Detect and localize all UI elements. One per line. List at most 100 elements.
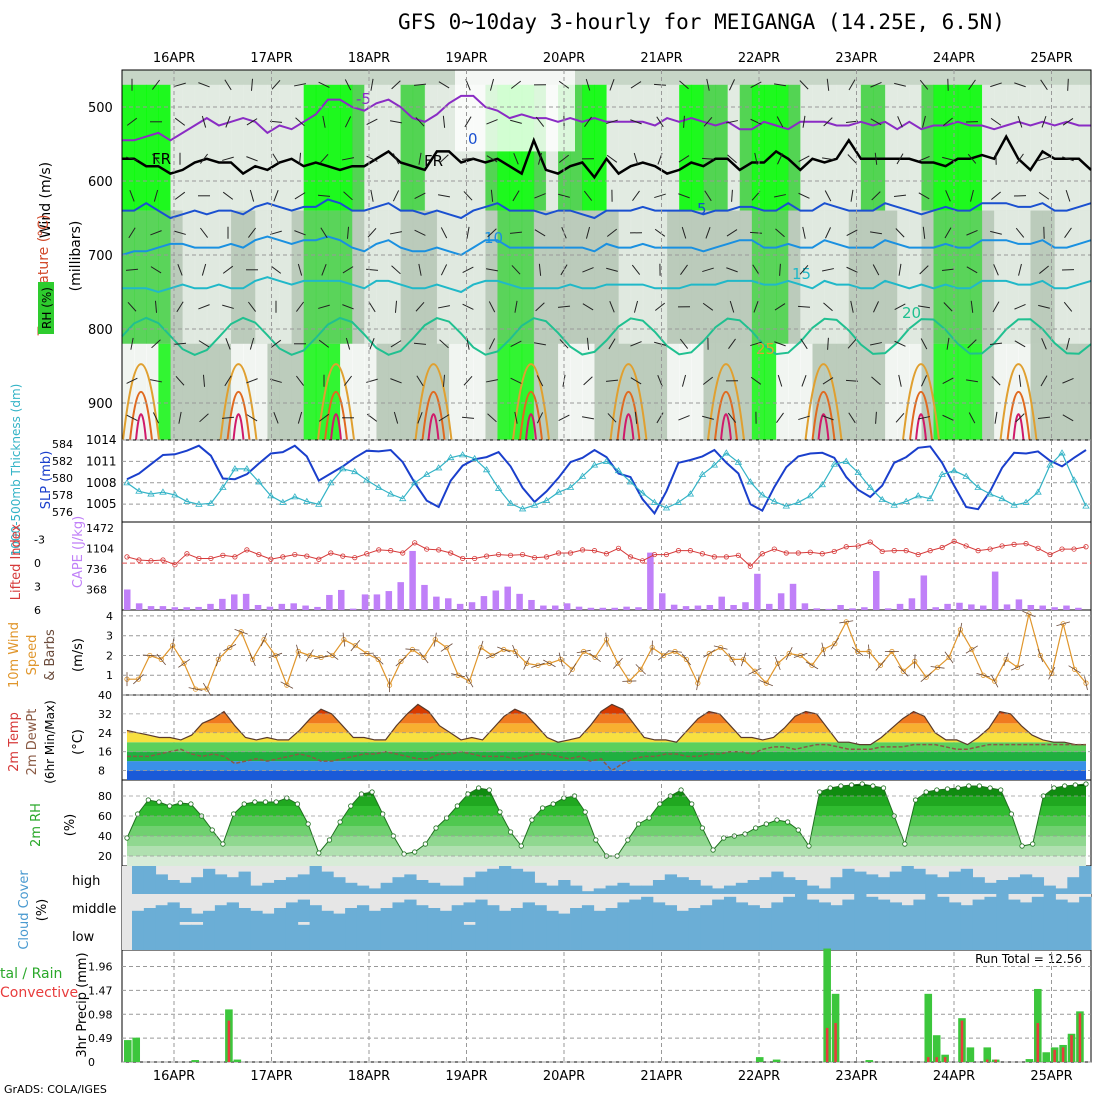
wind-barb [1064, 227, 1072, 239]
date-label-bottom: 17APR [250, 1069, 292, 1084]
temp-band [127, 742, 1086, 752]
surface-wind-barb [512, 644, 519, 659]
wind-barb [269, 120, 283, 123]
lifted-marker [1023, 541, 1029, 547]
rh-band-upper [776, 84, 789, 211]
lifted-marker [496, 551, 502, 558]
thickness-marker [734, 458, 743, 465]
wind-marker [957, 627, 964, 633]
rh-band-upper [691, 84, 704, 211]
thickness-marker [446, 453, 455, 461]
date-label-bottom: 25APR [1030, 1069, 1072, 1084]
cloud-bar-high [499, 866, 512, 894]
surface-wind-barb [830, 637, 840, 650]
wind-barb [968, 412, 976, 424]
rh-marker [465, 791, 471, 797]
lifted-marker [927, 548, 933, 554]
wind-barb [488, 338, 496, 350]
surface-wind-barb [133, 674, 144, 685]
precip-legend-conv: Convective [0, 985, 78, 1001]
rh-band-middle [763, 210, 777, 344]
surface-wind-barb [696, 676, 700, 691]
wind-barb [845, 120, 859, 124]
wind-barb [558, 193, 570, 198]
wind-barb [990, 117, 1002, 126]
wind-barb [965, 379, 979, 383]
cape-bar [135, 603, 143, 610]
wind-barb [966, 266, 978, 274]
surface-wind-barb [372, 654, 384, 665]
surface-wind-barb [805, 661, 819, 670]
wind-barb [510, 340, 522, 347]
rh-marker [145, 797, 151, 803]
wind-barb [777, 374, 783, 387]
lifted-marker [555, 550, 562, 556]
wind-barb [488, 301, 496, 313]
wind-barb [728, 338, 736, 349]
wind-barb [799, 264, 809, 275]
cloud-bar-middle [392, 902, 405, 922]
rh-band-middle [957, 210, 971, 344]
thickness-tick-label: 578 [52, 489, 73, 502]
rh-band-lower [679, 343, 692, 440]
cloud-bar-low [617, 922, 630, 950]
cloud-bar-low [439, 922, 453, 950]
rh-band-middle [134, 210, 147, 344]
warm-plume-mid [129, 390, 153, 441]
wind-marker [820, 646, 827, 653]
wind-barb [270, 339, 282, 348]
wind-barb [875, 411, 877, 424]
cloud-bar-middle [510, 908, 524, 922]
wind-barb [391, 265, 401, 275]
wind-barb [222, 156, 234, 161]
wind-barb [222, 304, 234, 309]
surface-wind-barb [497, 646, 511, 653]
surface-wind-barb [703, 649, 716, 658]
lifted-marker [591, 548, 598, 554]
thickness-marker [387, 490, 395, 497]
wind-barb [918, 192, 930, 200]
wind-barb [558, 414, 570, 421]
chart-title: GFS 0~10day 3-hourly for MEIGANGA (14.25… [398, 10, 1005, 34]
wind-barb [775, 228, 785, 238]
thickness-marker [518, 505, 527, 512]
rh-band-upper [182, 84, 196, 211]
thickness-marker [542, 496, 551, 503]
rh-band-middle [315, 210, 329, 344]
wind-marker [329, 652, 336, 659]
cloud-bar-high [712, 888, 725, 894]
wind-barb [607, 413, 617, 423]
wind-marker [718, 644, 724, 651]
rh-band-upper [945, 84, 959, 211]
rh-band-middle [848, 210, 862, 344]
rh-band-middle [146, 210, 159, 344]
cloud-bar-high [641, 885, 654, 894]
date-label-bottom: 20APR [543, 1069, 585, 1084]
rh-band-middle [969, 210, 983, 344]
cloud-bar-high [451, 885, 464, 894]
lifted-marker [975, 548, 981, 554]
lifted-marker [639, 558, 646, 564]
rh-band-lower [485, 343, 498, 440]
surface-wind-barb [531, 662, 545, 668]
wind-barb [416, 375, 424, 387]
rh-band-upper [436, 84, 450, 211]
rh-band-middle [727, 210, 741, 344]
wind-barb [249, 337, 255, 350]
cloud-bar-low [274, 922, 287, 950]
wind-barb [779, 263, 781, 276]
cloud-bar-middle [759, 908, 772, 922]
rh-band-middle [473, 210, 486, 344]
rh-marker [348, 803, 354, 809]
cloud-bar-low [191, 924, 204, 950]
cloud-bar-low [427, 922, 441, 950]
rh-band-middle [182, 210, 196, 344]
rh-band-middle [703, 210, 717, 344]
wind-barb [873, 301, 879, 313]
wind-barb [917, 305, 931, 309]
wind-marker [546, 660, 553, 666]
wind-barb [273, 190, 279, 202]
surface-wind-barb [713, 645, 728, 650]
wind-barb [633, 152, 639, 165]
cape-bar [242, 593, 250, 610]
